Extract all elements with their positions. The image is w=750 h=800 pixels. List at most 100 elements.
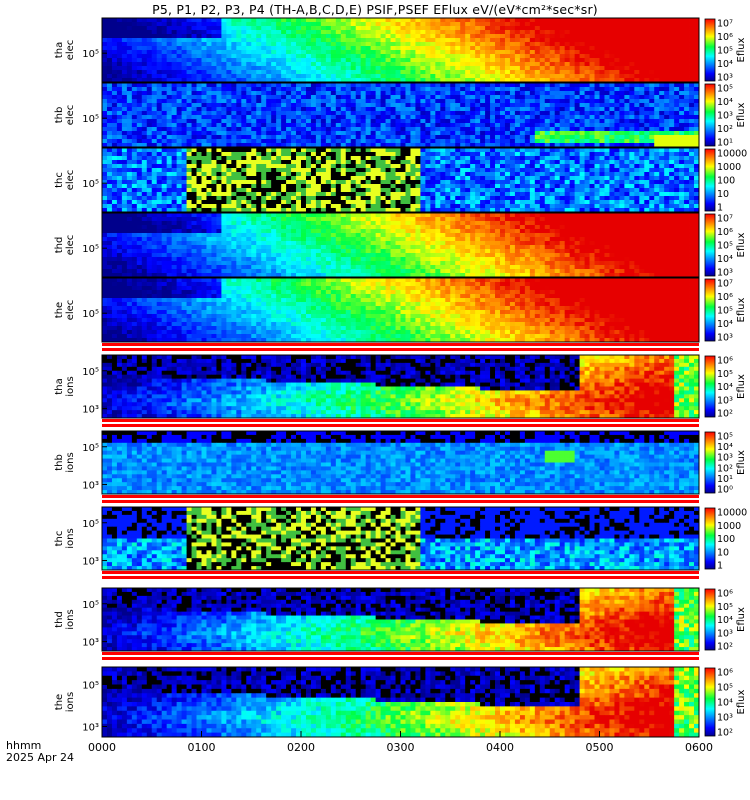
colorbar [704,588,716,651]
quality-band-red [102,343,699,346]
quality-band-white [102,655,699,657]
y-tick-label: 10⁵ [82,519,99,530]
colorbar-label: Eflux [736,297,747,322]
colorbar-tick-label: 10⁶ [717,668,733,679]
panel-thc-ions: thc ions 10⁵ 10³ 10000 1000 100 10 1 [54,506,747,579]
colorbar-tick-label: 10² [717,728,733,739]
quality-band-red [102,500,699,503]
y-tick-label: 10³ [82,405,99,416]
colorbar-tick-label: 10² [717,124,733,135]
colorbar [704,18,716,82]
footer-date-label: 2025 Apr 24 [6,751,75,764]
y-tick-label: 10³ [82,638,99,649]
colorbar-tick-label: 10¹ [717,474,733,485]
panel-frame [101,147,700,213]
spectrogram-cells [102,18,700,83]
panel-thc-elec: thc elec 10⁵ 10000 1000 100 10 1 [54,147,747,214]
x-tick-label: 0300 [387,741,415,754]
colorbar-tick-label: 10³ [717,268,733,279]
colorbar-tick-label: 10⁴ [717,254,733,265]
colorbar-tick-label: 10⁵ [717,306,733,317]
colorbar-label: Eflux [736,102,747,127]
panel-frame [101,587,700,652]
panel-species-label: elec [65,170,76,191]
colorbar [704,278,716,342]
colorbar-tick-label: 10⁵ [717,369,733,380]
spectrogram-cells [102,83,700,148]
y-tick-label: 10⁵ [82,367,99,378]
panel-species-label: elec [65,300,76,321]
colorbar-label: Eflux [736,37,747,62]
colorbar-tick-label: 10⁴ [717,615,733,626]
colorbar-tick-label: 10⁶ [717,32,733,43]
colorbar-tick-label: 10³ [717,453,733,464]
colorbar-tick-label: 1000 [717,162,741,173]
quality-band-white [102,422,699,424]
panel-species-label: ions [65,609,76,629]
x-tick-label: 0100 [188,741,216,754]
panel-probe-label: tha [54,378,65,394]
panel-probe-label: thc [54,531,65,547]
y-tick-label: 10⁵ [82,49,99,60]
colorbar-tick-label: 10² [717,409,733,420]
colorbar-tick-label: 10⁶ [717,589,733,600]
colorbar-tick-label: 10 [717,547,729,558]
colorbar [704,148,716,212]
spectrogram-cells [102,148,700,213]
colorbar-tick-label: 10⁷ [717,19,733,30]
y-tick-label: 10³ [82,481,99,492]
colorbar-tick-label: 1 [717,561,723,572]
panel-frame [101,212,700,278]
y-tick-label: 10⁵ [82,244,99,255]
quality-band-red [102,495,699,498]
panel-frame [101,17,700,83]
x-tick-label: 0600 [685,741,713,754]
colorbar-tick-label: 10000 [717,508,747,519]
y-tick-label: 10⁵ [82,443,99,454]
panel-frame [101,506,700,571]
quality-band-red [102,571,699,574]
panel-species-label: elec [65,105,76,126]
panel-probe-label: thd [54,237,65,254]
spectrogram-cells [102,431,700,495]
colorbar-tick-label: 10⁵ [717,432,733,443]
panel-frame [101,82,700,148]
panel-species-label: elec [65,235,76,256]
colorbar-tick-label: 10¹ [717,138,733,149]
colorbar-tick-label: 10³ [717,713,733,724]
colorbar-tick-label: 10³ [717,333,733,344]
colorbar [704,667,716,737]
panel-probe-label: the [54,694,65,710]
colorbar-tick-label: 10⁴ [717,698,733,709]
colorbar-tick-label: 10⁴ [717,319,733,330]
colorbar-tick-label: 10⁵ [717,241,733,252]
quality-band-white [102,574,699,576]
quality-band-white [102,498,699,500]
y-tick-label: 10⁵ [82,179,99,190]
spectrogram-cells [102,667,700,738]
y-tick-label: 10³ [82,723,99,734]
colorbar-tick-label: 1000 [717,521,741,532]
colorbar-tick-label: 10000 [717,149,747,160]
panel-frame [101,277,700,343]
panel-probe-label: the [54,302,65,318]
panel-probe-label: thc [54,172,65,188]
colorbar-tick-label: 10² [717,463,733,474]
y-tick-label: 10⁵ [82,309,99,320]
spectrogram-cells [102,355,700,419]
page-title: P5, P1, P2, P3, P4 (TH-A,B,C,D,E) PSIF,P… [152,2,598,17]
spectrogram-cells [102,588,700,652]
panel-probe-label: thb [54,454,65,471]
colorbar-tick-label: 10³ [717,111,733,122]
colorbar-label: Eflux [736,374,747,399]
colorbar-label: Eflux [736,689,747,714]
colorbar-tick-label: 10⁶ [717,227,733,238]
footer-time-label: hhmm [6,739,42,752]
colorbar-tick-label: 10⁰ [717,485,733,496]
panel-frame [101,430,700,495]
